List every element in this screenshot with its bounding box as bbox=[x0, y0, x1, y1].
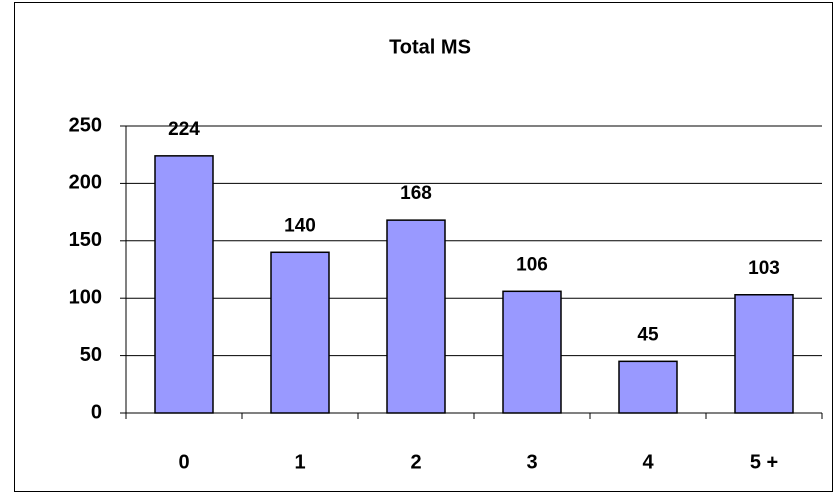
x-tick-label: 0 bbox=[178, 451, 189, 473]
y-tick-label: 250 bbox=[69, 114, 102, 136]
x-tick-label: 2 bbox=[410, 451, 421, 473]
y-tick-label: 50 bbox=[80, 344, 102, 366]
bar bbox=[270, 251, 330, 414]
data-label: 224 bbox=[168, 119, 200, 140]
x-tick-label: 1 bbox=[294, 451, 305, 473]
y-tick-label: 150 bbox=[69, 229, 102, 251]
data-label: 140 bbox=[284, 215, 316, 236]
data-label: 168 bbox=[400, 183, 432, 204]
bar bbox=[618, 360, 678, 414]
bar bbox=[502, 290, 562, 414]
x-tick-label: 5 + bbox=[750, 451, 778, 473]
x-tick-label: 4 bbox=[642, 451, 654, 473]
data-label: 103 bbox=[748, 258, 780, 279]
data-label: 45 bbox=[637, 324, 659, 345]
y-tick-label: 200 bbox=[69, 172, 102, 194]
y-tick-label: 0 bbox=[91, 401, 102, 423]
bar bbox=[154, 155, 214, 414]
y-tick-label: 100 bbox=[69, 286, 102, 308]
data-label: 106 bbox=[516, 254, 548, 275]
chart-title: Total MS bbox=[389, 36, 471, 58]
x-tick-label: 3 bbox=[526, 451, 537, 473]
bar bbox=[734, 294, 794, 414]
bar bbox=[386, 219, 446, 414]
